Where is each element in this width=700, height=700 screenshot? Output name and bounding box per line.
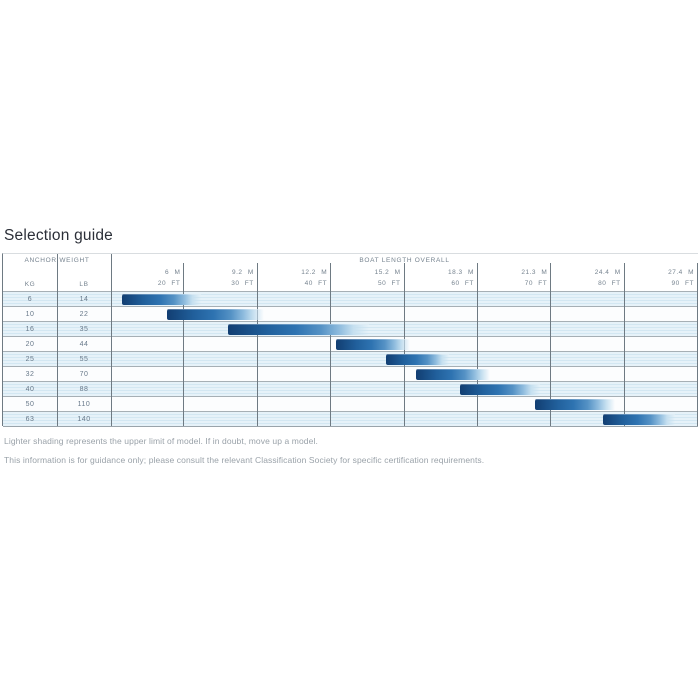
page-title: Selection guide [4, 227, 113, 244]
row-kg-value: 25 [25, 355, 35, 363]
range-bar [416, 368, 491, 380]
range-bar [227, 323, 369, 335]
tick-label-meters: 6 M [165, 269, 181, 276]
boat-length-tick-label: 27.4 M 90 FT [668, 267, 694, 289]
row-kg-value: 16 [25, 325, 35, 333]
row-plot-area [111, 412, 698, 426]
selection-guide-table: ANCHOR WEIGHT BOAT LENGTH OVERALL KG LB … [2, 253, 698, 427]
boat-length-tick-label: 18.3 M 60 FT [448, 267, 474, 289]
tick-label-feet: 70 FT [524, 280, 548, 287]
row-plot-area [111, 322, 698, 336]
row-lb-value: 44 [79, 340, 89, 348]
tick-label-feet: 30 FT [231, 280, 254, 287]
table-row: 20 44 [3, 336, 698, 351]
row-plot-area [111, 367, 698, 381]
tick-label-feet: 80 FT [598, 280, 621, 287]
row-plot-area [111, 397, 698, 411]
boat-length-header: BOAT LENGTH OVERALL [359, 257, 450, 264]
range-bar [535, 398, 616, 410]
row-plot-area [111, 382, 698, 396]
boat-length-tick-label: 21.3 M 70 FT [521, 267, 547, 289]
table-header: ANCHOR WEIGHT BOAT LENGTH OVERALL KG LB … [3, 254, 698, 291]
table-row: 32 70 [3, 366, 698, 381]
kg-column-header: KG [24, 281, 36, 288]
row-plot-area [111, 352, 698, 366]
table-row: 63 140 [3, 411, 698, 426]
row-plot-area [111, 307, 698, 321]
table-body: 6 14 10 22 16 35 20 44 25 55 32 70 [3, 291, 698, 427]
tick-label-meters: 12.2 M [301, 269, 328, 276]
note-guidance: This information is for guidance only; p… [4, 455, 485, 465]
tick-label-feet: 20 FT [157, 280, 181, 287]
tick-label-meters: 24.4 M [594, 269, 621, 276]
row-kg-value: 50 [25, 400, 35, 408]
row-lb-value: 35 [79, 325, 89, 333]
boat-length-tick-label: 6 M 20 FT [158, 267, 180, 289]
tick-label-meters: 21.3 M [521, 269, 548, 276]
boat-length-tick-label: 9.2 M 30 FT [231, 267, 253, 289]
tick-label-meters: 15.2 M [374, 269, 401, 276]
table-row: 6 14 [3, 291, 698, 306]
row-lb-value: 70 [79, 370, 89, 378]
tick-label-feet: 90 FT [671, 280, 694, 287]
range-bar [122, 293, 201, 305]
row-lb-value: 88 [79, 385, 89, 393]
anchor-weight-header: ANCHOR WEIGHT [24, 257, 90, 264]
row-kg-value: 40 [25, 385, 35, 393]
table-row: 16 35 [3, 321, 698, 336]
tick-label-feet: 60 FT [451, 280, 474, 287]
range-bar [166, 308, 264, 320]
row-plot-area [111, 292, 698, 306]
row-kg-value: 10 [25, 310, 35, 318]
lb-plot-divider-line [111, 254, 112, 426]
row-lb-value: 55 [79, 355, 89, 363]
kg-lb-divider-line [57, 254, 58, 426]
table-row: 50 110 [3, 396, 698, 411]
table-row: 40 88 [3, 381, 698, 396]
row-lb-value: 110 [77, 400, 91, 408]
range-bar [336, 338, 411, 350]
table-row: 10 22 [3, 306, 698, 321]
boat-length-tick-labels: 6 M 20 FT 9.2 M 30 FT 12.2 M 40 FT 15.2 … [111, 254, 698, 291]
row-lb-value: 14 [79, 295, 89, 303]
tick-label-meters: 27.4 M [668, 269, 694, 276]
row-lb-value: 22 [79, 310, 89, 318]
note-shading: Lighter shading represents the upper lim… [4, 436, 318, 446]
range-bar [602, 413, 676, 425]
range-bar [459, 383, 541, 395]
table-row: 25 55 [3, 351, 698, 366]
range-bar [386, 353, 449, 365]
tick-label-meters: 9.2 M [231, 269, 254, 276]
boat-length-tick-label: 15.2 M 50 FT [375, 267, 401, 289]
row-kg-value: 20 [25, 340, 35, 348]
row-kg-value: 6 [27, 295, 33, 303]
tick-label-feet: 50 FT [378, 280, 401, 287]
row-lb-value: 140 [77, 415, 91, 423]
tick-label-feet: 40 FT [304, 280, 328, 287]
row-kg-value: 32 [25, 370, 35, 378]
tick-label-meters: 18.3 M [448, 269, 474, 276]
row-plot-area [111, 337, 698, 351]
lb-column-header: LB [79, 281, 89, 288]
boat-length-tick-label: 12.2 M 40 FT [301, 267, 327, 289]
boat-length-tick-label: 24.4 M 80 FT [595, 267, 621, 289]
row-kg-value: 63 [25, 415, 35, 423]
